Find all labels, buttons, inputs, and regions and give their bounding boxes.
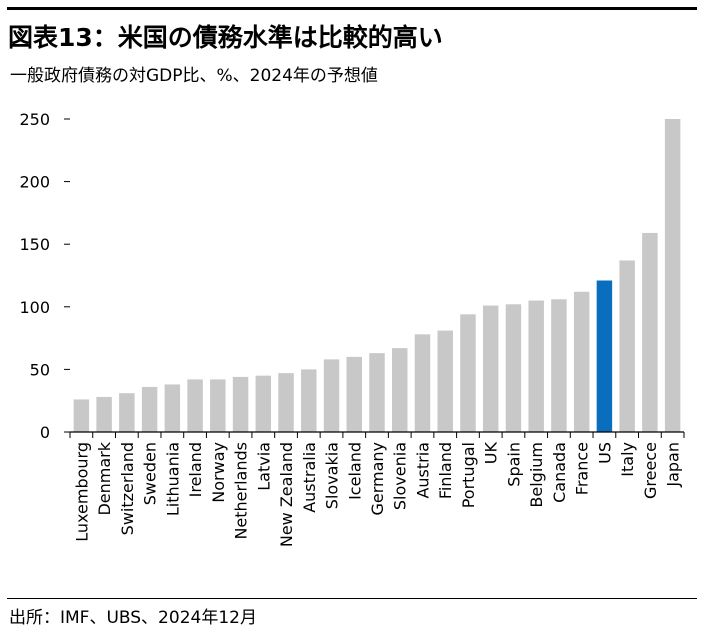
y-tick-label: 50 xyxy=(30,360,50,379)
x-tick-label: New Zealand xyxy=(277,442,296,547)
x-tick-label: Norway xyxy=(209,442,228,503)
x-tick-label: Lithuania xyxy=(163,442,182,516)
bar-italy xyxy=(619,260,635,432)
x-tick-label: Germany xyxy=(368,442,387,516)
source-note: 出所：IMF、UBS、2024年12月 xyxy=(9,608,257,628)
bar-ireland xyxy=(187,379,203,432)
x-tick-label: Australia xyxy=(300,442,319,513)
bar-latvia xyxy=(255,375,272,432)
x-tick-label: Austria xyxy=(413,442,432,499)
x-tick-label: Slovenia xyxy=(391,442,410,510)
y-tick-label: 100 xyxy=(19,298,50,317)
bar-greece xyxy=(642,232,658,432)
bar-slovakia xyxy=(323,359,340,432)
x-tick-label: Ireland xyxy=(186,442,205,497)
bar-spain xyxy=(505,304,522,432)
chart-title: 図表13：米国の債務水準は比較的高い xyxy=(8,23,443,52)
y-tick-label: 0 xyxy=(40,423,50,442)
bar-denmark xyxy=(96,396,112,432)
bar-finland xyxy=(437,330,453,432)
bar-iceland xyxy=(346,356,362,432)
bar-australia xyxy=(301,369,317,432)
bar-slovenia xyxy=(392,348,408,432)
bar-belgium xyxy=(528,300,544,432)
x-tick-label: Italy xyxy=(618,442,637,477)
bar-sweden xyxy=(141,386,158,432)
bar-japan xyxy=(664,119,681,432)
x-tick-label: Sweden xyxy=(141,442,160,505)
x-tick-label: France xyxy=(573,442,592,495)
bar-luxembourg xyxy=(73,399,90,432)
bar-uk xyxy=(482,305,499,432)
x-tick-label: Canada xyxy=(550,442,569,503)
x-tick-label: US xyxy=(595,442,614,464)
bar-netherlands xyxy=(232,376,249,432)
bar-new-zealand xyxy=(278,373,294,432)
x-tick-label: Denmark xyxy=(95,441,114,515)
x-tick-label: Netherlands xyxy=(232,442,251,540)
x-tick-label: Greece xyxy=(641,442,660,499)
bar-norway xyxy=(210,379,226,432)
x-tick-label: Belgium xyxy=(527,442,546,508)
x-tick-label: Portugal xyxy=(459,442,478,508)
top-rule xyxy=(7,7,697,10)
y-tick-label: 250 xyxy=(19,110,50,129)
y-axis: 0 50 100 150 200 250 xyxy=(19,110,70,442)
bar-us xyxy=(596,280,613,432)
x-tick-label: Japan xyxy=(664,442,683,488)
bottom-rule xyxy=(7,598,697,599)
chart-subtitle: 一般政府債務の対GDP比、%、2024年の予想値 xyxy=(10,66,378,86)
bar-france xyxy=(573,291,590,432)
x-tick-label: Finland xyxy=(436,442,455,499)
x-tick-label: Switzerland xyxy=(118,442,137,535)
bar-portugal xyxy=(460,314,476,432)
x-tick-label: Latvia xyxy=(254,442,273,491)
bar-lithuania xyxy=(164,384,181,432)
bars xyxy=(73,119,681,432)
x-tick-label: Iceland xyxy=(345,442,364,500)
x-tick-label: Luxembourg xyxy=(72,442,91,542)
x-tick-label: UK xyxy=(482,441,501,464)
bar-switzerland xyxy=(119,393,135,432)
x-tick-label: Spain xyxy=(504,442,523,487)
bar-canada xyxy=(551,299,567,432)
y-tick-label: 200 xyxy=(19,173,50,192)
bar-germany xyxy=(369,353,385,432)
bar-austria xyxy=(414,334,431,432)
x-tick-label: Slovakia xyxy=(323,442,342,509)
y-tick-label: 150 xyxy=(19,235,50,254)
x-axis: Luxembourg Denmark Switzerland Sweden Lithua… xyxy=(69,431,685,547)
